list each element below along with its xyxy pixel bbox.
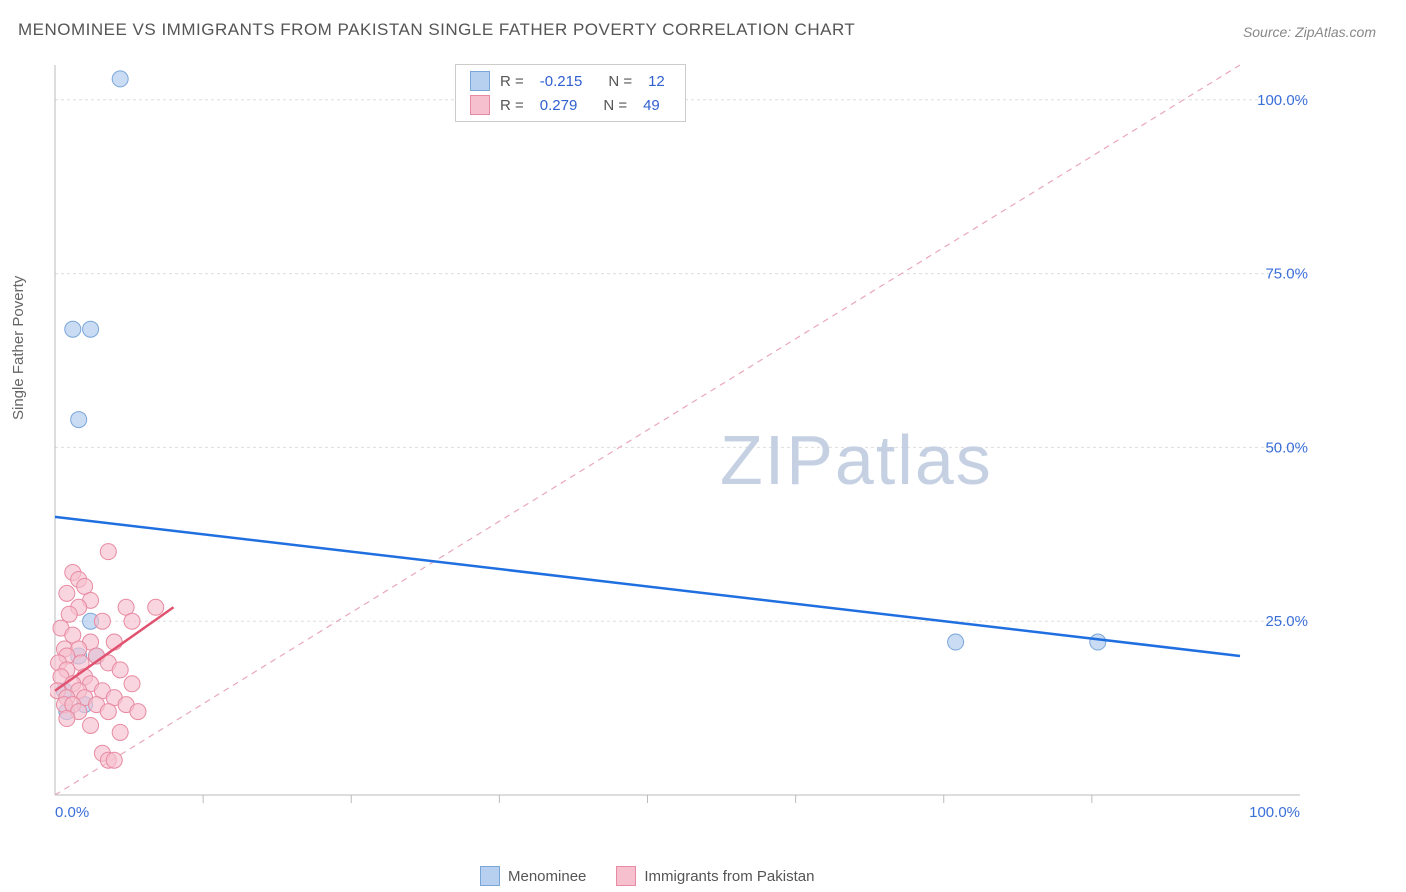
scatter-chart: 25.0% 50.0% 75.0% 100.0% 0.0% 100.0% bbox=[50, 60, 1310, 820]
y-axis-label: Single Father Poverty bbox=[10, 276, 27, 420]
stats-legend-row: R = -0.215 N = 12 bbox=[456, 69, 685, 93]
legend-label: Immigrants from Pakistan bbox=[644, 868, 814, 885]
n-label: N = bbox=[603, 97, 627, 114]
svg-text:0.0%: 0.0% bbox=[55, 804, 89, 820]
chart-container: 25.0% 50.0% 75.0% 100.0% 0.0% 100.0% bbox=[50, 60, 1310, 820]
series-legend: Menominee Immigrants from Pakistan bbox=[480, 866, 814, 886]
legend-swatch bbox=[480, 866, 500, 886]
stats-legend-row: R = 0.279 N = 49 bbox=[456, 93, 685, 117]
n-label: N = bbox=[608, 73, 632, 90]
r-value: -0.215 bbox=[540, 73, 583, 90]
legend-swatch bbox=[616, 866, 636, 886]
r-value: 0.279 bbox=[540, 97, 578, 114]
n-value: 12 bbox=[648, 73, 665, 90]
svg-text:25.0%: 25.0% bbox=[1265, 613, 1308, 630]
source-attribution: Source: ZipAtlas.com bbox=[1243, 24, 1376, 40]
r-label: R = bbox=[500, 73, 524, 90]
svg-text:50.0%: 50.0% bbox=[1265, 439, 1308, 456]
chart-title: MENOMINEE VS IMMIGRANTS FROM PAKISTAN SI… bbox=[18, 20, 855, 40]
svg-text:75.0%: 75.0% bbox=[1265, 266, 1308, 283]
svg-text:100.0%: 100.0% bbox=[1249, 804, 1300, 820]
legend-swatch bbox=[470, 71, 490, 91]
legend-label: Menominee bbox=[508, 868, 586, 885]
legend-item: Immigrants from Pakistan bbox=[616, 866, 814, 886]
legend-swatch bbox=[470, 95, 490, 115]
stats-legend: R = -0.215 N = 12 R = 0.279 N = 49 bbox=[455, 64, 686, 122]
legend-item: Menominee bbox=[480, 866, 586, 886]
r-label: R = bbox=[500, 97, 524, 114]
svg-text:100.0%: 100.0% bbox=[1257, 92, 1308, 109]
n-value: 49 bbox=[643, 97, 660, 114]
